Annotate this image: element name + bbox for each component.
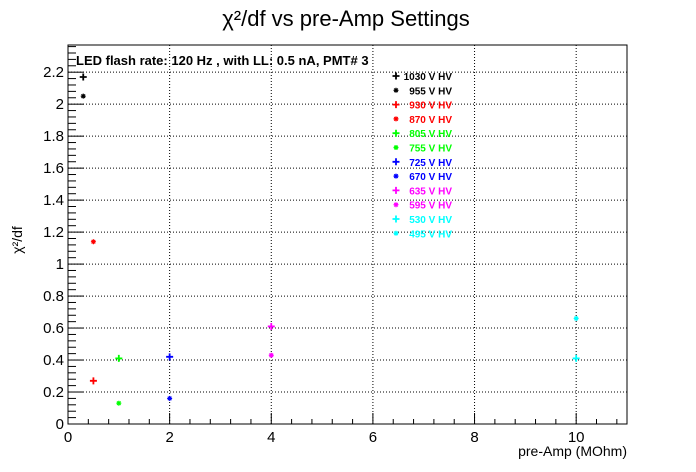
x-tick-label: 10	[568, 429, 585, 446]
y-tick-label: 0	[56, 416, 64, 433]
data-point	[267, 322, 275, 330]
legend-entry: 635 V HV	[409, 186, 452, 197]
legend-marker	[392, 101, 400, 109]
y-tick-label: 0.2	[43, 384, 64, 401]
legend-entry: 595 V HV	[409, 201, 452, 212]
y-tick-label: 1	[56, 256, 64, 273]
y-tick-label: 0.8	[43, 288, 64, 305]
x-tick-label: 6	[369, 429, 377, 446]
plot-annotation: LED flash rate: 120 Hz , with LL: 0.5 nA…	[76, 53, 369, 68]
data-point	[268, 352, 274, 358]
legend-entry: 755 V HV	[409, 144, 452, 155]
legend-entry: 670 V HV	[409, 172, 452, 183]
data-point	[572, 354, 580, 362]
legend-entry: 530 V HV	[409, 215, 452, 226]
legend-marker	[393, 173, 399, 179]
x-axis-label: pre-Amp (MOhm)	[518, 443, 627, 459]
data-point	[90, 239, 96, 245]
legend-entry: 495 V HV	[409, 229, 452, 240]
legend-entry: 955 V HV	[409, 86, 452, 97]
legend-entry: 725 V HV	[409, 158, 452, 169]
legend-entry: 870 V HV	[409, 115, 452, 126]
data-point	[166, 353, 174, 361]
tick-labels: 0 2 4 6 8 10 0 0.2 0.4 0.6 0.8 1 1.2 1.4 1.6 1.8 2 2.2	[43, 64, 584, 446]
legend-marker	[393, 145, 399, 150]
legend-marker	[392, 186, 400, 194]
legend-marker	[393, 202, 399, 208]
plot-frame	[67, 44, 628, 425]
axis-ticks	[67, 46, 618, 425]
legend-marker	[393, 230, 399, 236]
y-tick-label: 1.6	[43, 160, 64, 177]
legend: 1030 V HV 955 V HV 930 V HV 870 V HV 805 V H…	[392, 72, 453, 240]
data-point	[80, 93, 86, 99]
y-tick-label: 2	[56, 96, 64, 113]
x-tick-label: 0	[64, 429, 72, 446]
y-tick-label: 0.4	[43, 352, 64, 369]
legend-marker	[392, 215, 400, 223]
y-tick-label: 0.6	[43, 320, 64, 337]
x-tick-label: 8	[470, 429, 478, 446]
data-point	[79, 73, 87, 81]
legend-entry: 1030 V HV	[404, 72, 453, 83]
data-point	[89, 377, 97, 385]
legend-entry: 805 V HV	[409, 129, 452, 140]
legend-marker	[392, 129, 400, 137]
x-tick-label: 2	[165, 429, 173, 446]
legend-entry: 930 V HV	[409, 101, 452, 112]
data-point	[167, 395, 173, 401]
legend-marker	[393, 87, 399, 93]
chart-title: χ²/df vs pre-Amp Settings	[222, 6, 470, 31]
y-axis-label: χ²/df	[9, 226, 25, 254]
legend-marker	[392, 72, 400, 80]
data-points	[79, 73, 580, 406]
data-point	[573, 315, 579, 321]
x-tick-label: 4	[267, 429, 275, 446]
y-tick-label: 1.8	[43, 128, 64, 145]
legend-marker	[393, 116, 399, 122]
y-tick-label: 1.4	[43, 192, 64, 209]
y-tick-label: 1.2	[43, 224, 64, 241]
data-point	[116, 400, 122, 406]
legend-marker	[392, 158, 400, 166]
y-tick-label: 2.2	[43, 64, 64, 81]
grid-lines	[68, 45, 627, 424]
data-point	[115, 354, 123, 362]
